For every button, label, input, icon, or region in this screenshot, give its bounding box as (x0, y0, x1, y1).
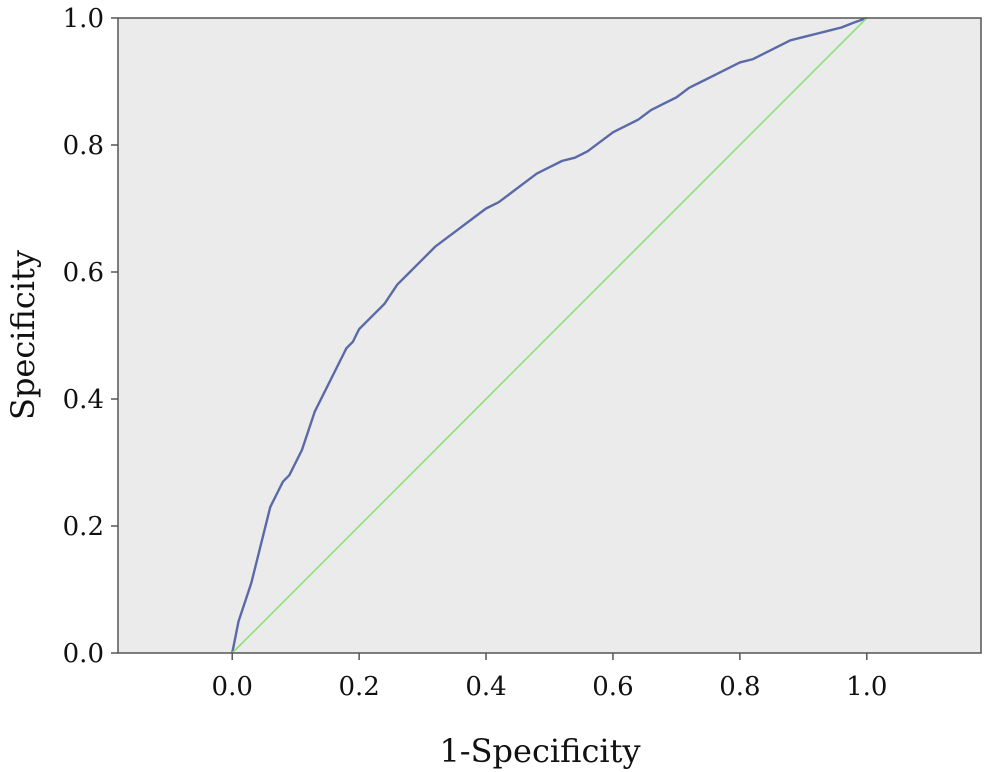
x-axis: 0.0 0.2 0.4 0.6 0.8 1.0 (212, 653, 887, 702)
x-tick-label: 0.6 (592, 672, 633, 702)
y-axis-title: Specificity (4, 250, 42, 420)
roc-curve-line (231, 16, 868, 654)
x-tick-label: 0.4 (465, 672, 506, 702)
x-axis-title: 1-Specificity (439, 732, 640, 770)
x-tick-label: 1.0 (846, 672, 887, 702)
y-tick-label: 0.0 (63, 639, 104, 669)
y-tick-label: 1.0 (63, 4, 104, 34)
x-tick-label: 0.2 (338, 672, 379, 702)
y-tick-label: 0.4 (63, 385, 104, 415)
y-tick-label: 0.6 (63, 258, 104, 288)
x-tick-label: 0.0 (212, 672, 253, 702)
plot-frame (117, 17, 982, 654)
y-tick-label: 0.2 (63, 512, 104, 542)
reference-diagonal-line (231, 17, 868, 654)
x-tick-label: 0.8 (719, 672, 760, 702)
y-axis: 0.0 0.2 0.4 0.6 0.8 1.0 (63, 4, 118, 669)
series-layer (231, 16, 868, 654)
y-tick-label: 0.8 (63, 131, 104, 161)
